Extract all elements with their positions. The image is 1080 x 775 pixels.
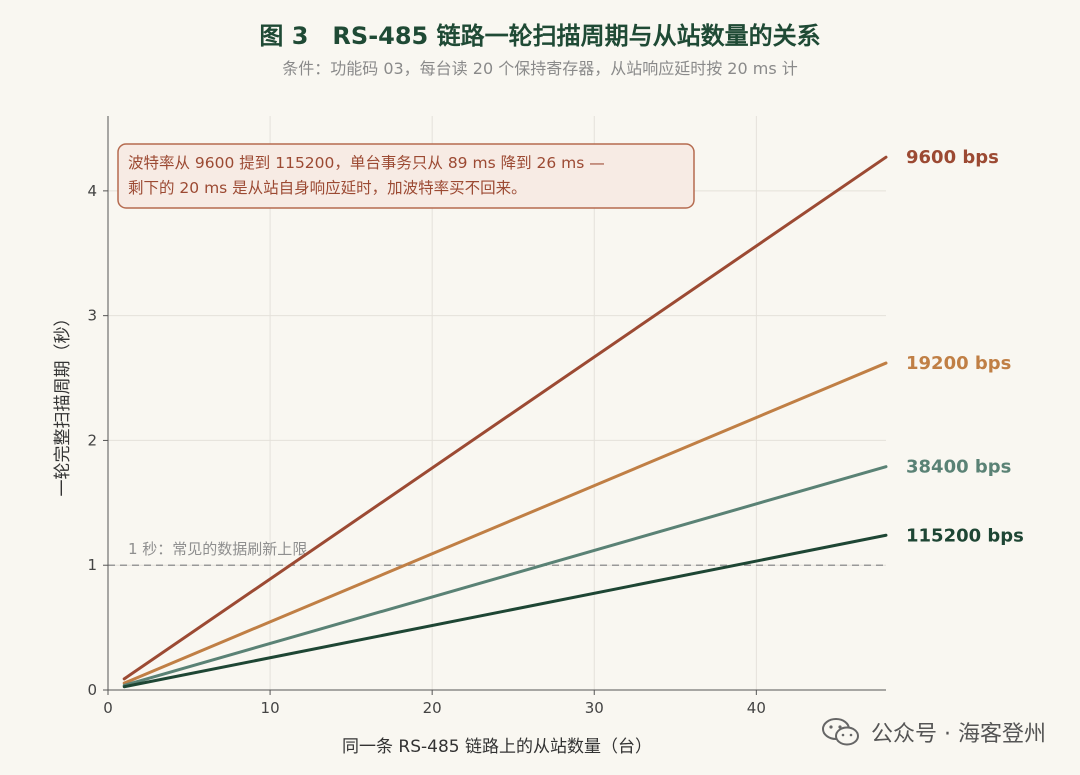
series-line [122,361,888,685]
annotation-layer: 波特率从 9600 提到 115200，单台事务只从 89 ms 降到 26 m… [117,143,695,209]
chart-title: 图 3 RS-485 链路一轮扫描周期与从站数量的关系 [259,22,821,50]
x-tick-label: 20 [423,699,442,717]
y-tick-label: 2 [87,431,97,449]
series-end-label: 38400 bps [906,457,1011,478]
reference-layer: 1 秒：常见的数据刷新上限 [108,540,886,566]
y-tick-label: 3 [87,307,97,325]
axis-layer: 0 10 20 30 40 0 1 2 3 4 同一条 RS-485 链路上的从站数量（台） 一轮完整… [53,116,886,757]
watermark-text: 公众号 · 海客登州 [871,722,1046,747]
series-line [122,533,888,689]
annotation-text-line: 剩下的 20 ms 是从站自身响应延时，加波特率买不回来。 [128,178,527,197]
watermark: 公众号 · 海客登州 [821,716,1046,748]
y-tick-label: 0 [87,681,97,699]
series-line [122,155,888,681]
y-tick-label: 4 [87,182,97,200]
series-layer: 9600 bps 19200 bps 38400 bps 115200 bps [122,147,1024,689]
x-axis-label: 同一条 RS-485 链路上的从站数量（台） [342,737,652,757]
annotation-text-line: 波特率从 9600 提到 115200，单台事务只从 89 ms 降到 26 m… [128,154,605,172]
reference-line-label: 1 秒：常见的数据刷新上限 [128,540,307,558]
x-tick-label: 40 [747,699,766,717]
y-tick-label: 1 [87,556,97,574]
series-end-label: 115200 bps [906,525,1024,546]
series-line [122,465,888,687]
x-tick-label: 0 [103,699,113,717]
y-axis-label: 一轮完整扫描周期（秒） [53,310,73,497]
chart-subtitle: 条件：功能码 03，每台读 20 个保持寄存器，从站响应延时按 20 ms 计 [282,59,798,78]
series-end-label: 9600 bps [906,147,999,168]
annotation-box [117,143,695,209]
x-tick-label: 30 [585,699,604,717]
series-end-label: 19200 bps [906,353,1011,374]
x-tick-label: 10 [261,699,280,717]
wechat-icon [821,717,861,747]
